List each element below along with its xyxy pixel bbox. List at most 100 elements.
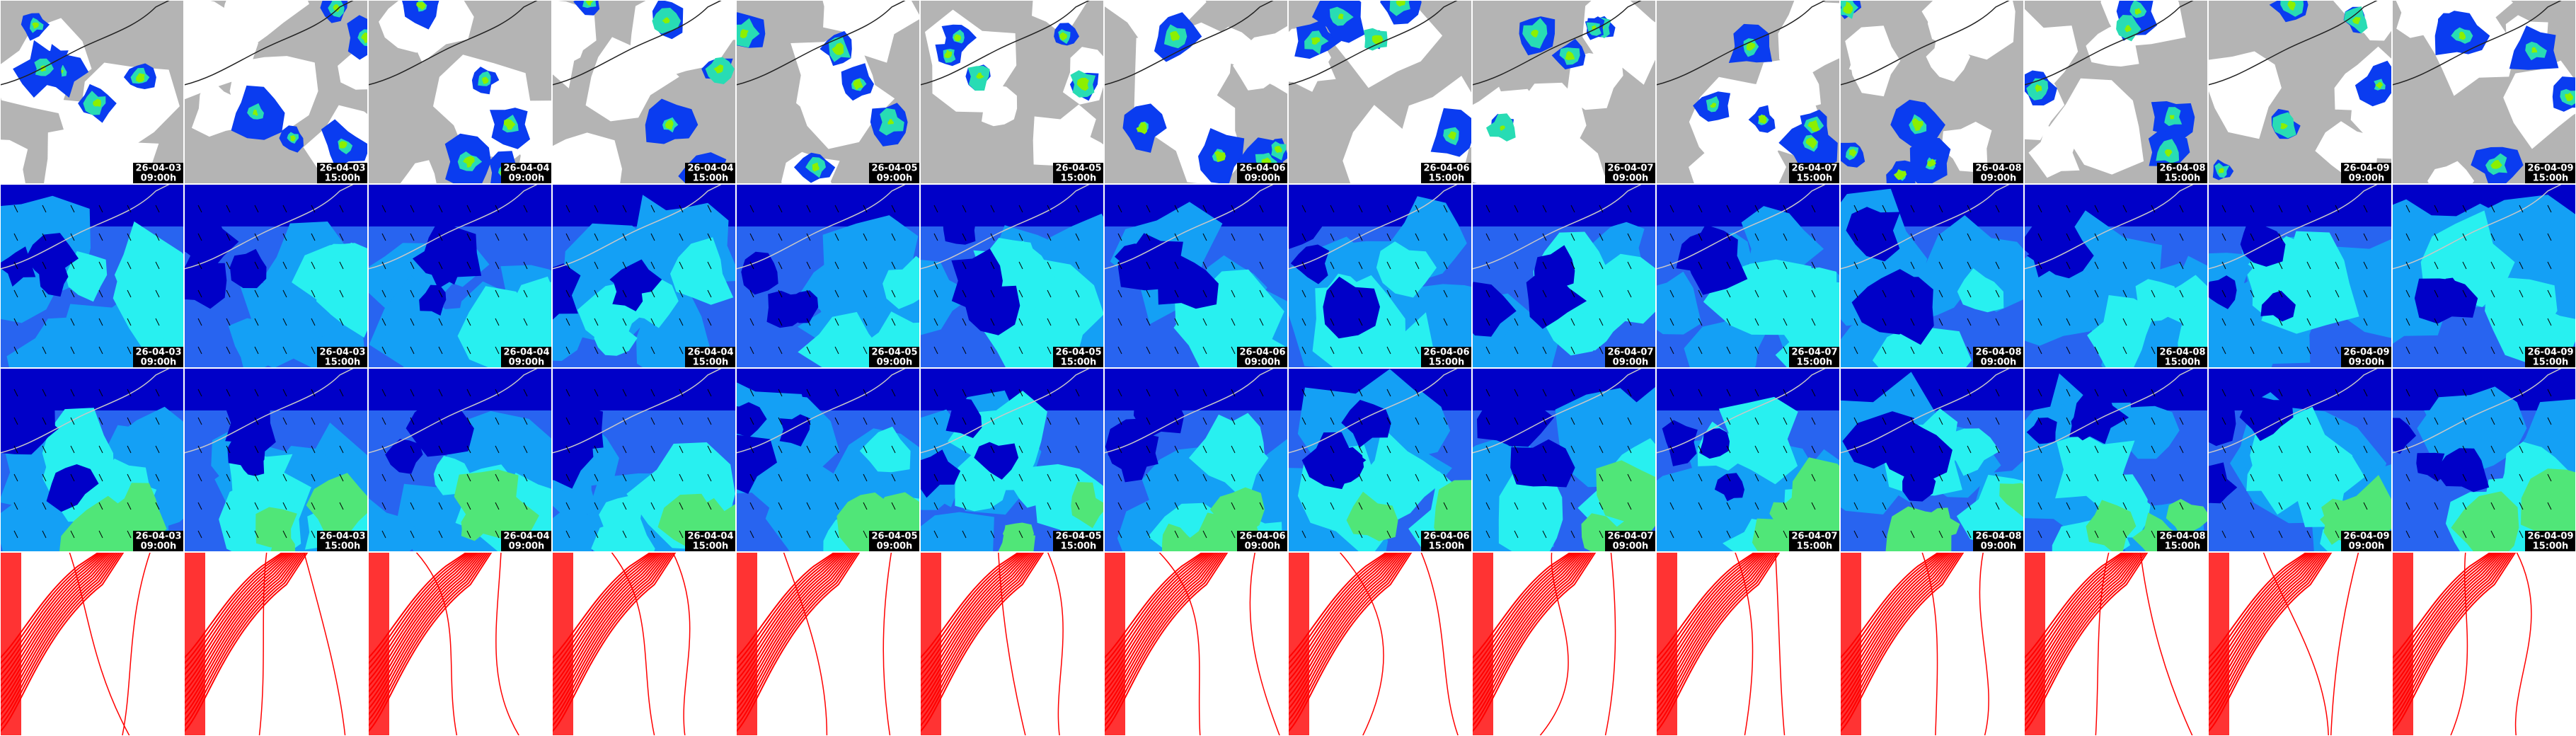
- background: [1104, 552, 1288, 736]
- field-patch: [1792, 267, 1837, 312]
- wind-barb: [1202, 233, 1207, 241]
- wind-barb: [2405, 318, 2410, 326]
- field-patch: [1846, 207, 1901, 262]
- land-mask: [2392, 552, 2413, 736]
- wind-barb: [1726, 445, 1731, 454]
- land-mask: [920, 552, 941, 736]
- wind-barb: [1726, 530, 1731, 539]
- field-patch: [552, 300, 585, 361]
- coastline: [0, 184, 171, 270]
- wind-barb: [438, 233, 443, 241]
- wind-barb: [1599, 502, 1604, 510]
- contour: [2514, 552, 2532, 736]
- wind-barb: [2094, 530, 2099, 539]
- wind-barb: [339, 233, 344, 241]
- map-tile: [1471, 551, 1657, 736]
- wind-barb: [1882, 417, 1887, 425]
- wind-barb: [70, 233, 75, 241]
- wind-barb: [381, 233, 386, 241]
- field-patch: [591, 515, 655, 552]
- date-label: 26-04-06: [1423, 163, 1469, 174]
- wind-barb: [2066, 530, 2071, 539]
- wind-barb: [1485, 445, 1490, 454]
- wind-barb: [679, 530, 684, 539]
- wind-barb: [70, 502, 75, 510]
- wind-barb: [98, 502, 103, 510]
- wind-barb: [438, 318, 443, 326]
- wind-barb: [1259, 233, 1264, 241]
- wind-barb: [1882, 530, 1887, 539]
- wind-barb: [1726, 473, 1731, 482]
- wind-barb: [70, 389, 75, 397]
- field-patch: [1948, 428, 2000, 476]
- wind-barb: [2335, 473, 2340, 482]
- field-patch: [920, 512, 994, 552]
- wind-barb: [410, 389, 415, 397]
- wind-barb: [1018, 445, 1023, 454]
- tile-content: [920, 368, 1104, 552]
- field-patch: [2280, 123, 2288, 130]
- wind-barb: [70, 445, 75, 454]
- wind-barb: [1811, 261, 1816, 270]
- wind-barb: [381, 318, 386, 326]
- wind-barb: [1231, 289, 1236, 298]
- field-patch: [253, 109, 258, 116]
- wind-barb: [1259, 205, 1264, 213]
- wind-barb: [1146, 318, 1151, 326]
- field-patch: [1534, 245, 1575, 298]
- wind-barb: [127, 261, 132, 270]
- field-patch: [463, 156, 475, 168]
- wind-barb: [1882, 233, 1887, 241]
- wind-barb: [2434, 473, 2439, 482]
- wind-barb: [1542, 417, 1547, 425]
- wind-barb: [1018, 389, 1023, 397]
- wind-barb: [2037, 233, 2042, 241]
- wind-barb: [622, 502, 627, 510]
- wind-barb: [2250, 473, 2255, 482]
- wind-barb: [2122, 389, 2127, 397]
- wind-barb: [1301, 318, 1306, 326]
- wind-barb: [1330, 445, 1335, 454]
- contour: [2450, 552, 2468, 736]
- wind-barb: [749, 530, 754, 539]
- wind-barb: [98, 473, 103, 482]
- tile-content: [184, 0, 368, 184]
- wind-barb: [13, 289, 18, 298]
- wind-barb: [1047, 389, 1052, 397]
- wind-barb: [1018, 417, 1023, 425]
- wind-barb: [1514, 261, 1519, 270]
- wind-barb: [42, 389, 47, 397]
- wind-barb: [1542, 389, 1547, 397]
- wind-barb: [13, 205, 18, 213]
- wind-barb: [2179, 502, 2184, 510]
- wind-barb: [2335, 346, 2340, 355]
- tile-content: [736, 184, 920, 368]
- wind-barb: [1853, 205, 1858, 213]
- field-patch: [333, 4, 340, 12]
- wind-barb: [1386, 502, 1391, 510]
- wind-barb: [650, 502, 655, 510]
- date-label: 26-04-07: [1791, 163, 1837, 174]
- wind-barb: [1938, 233, 1943, 241]
- wind-barb: [749, 261, 754, 270]
- wind-barb: [1485, 530, 1490, 539]
- wind-barb: [226, 233, 231, 241]
- coastline: [552, 0, 723, 86]
- wind-barb: [1783, 502, 1788, 510]
- wind-barb: [1202, 445, 1207, 454]
- wind-barb: [1330, 318, 1335, 326]
- wind-barb: [282, 346, 287, 355]
- time-label: 15:00h: [1061, 541, 1097, 552]
- wind-barb: [2221, 233, 2226, 241]
- wind-barb: [1415, 346, 1420, 355]
- field-patch: [2024, 250, 2108, 346]
- time-label: 15:00h: [1429, 357, 1465, 368]
- field-patch: [2375, 81, 2384, 89]
- wind-barb: [410, 530, 415, 539]
- wind-barb: [2547, 261, 2552, 270]
- label-box: [1237, 531, 1288, 552]
- wind-barb: [311, 530, 316, 539]
